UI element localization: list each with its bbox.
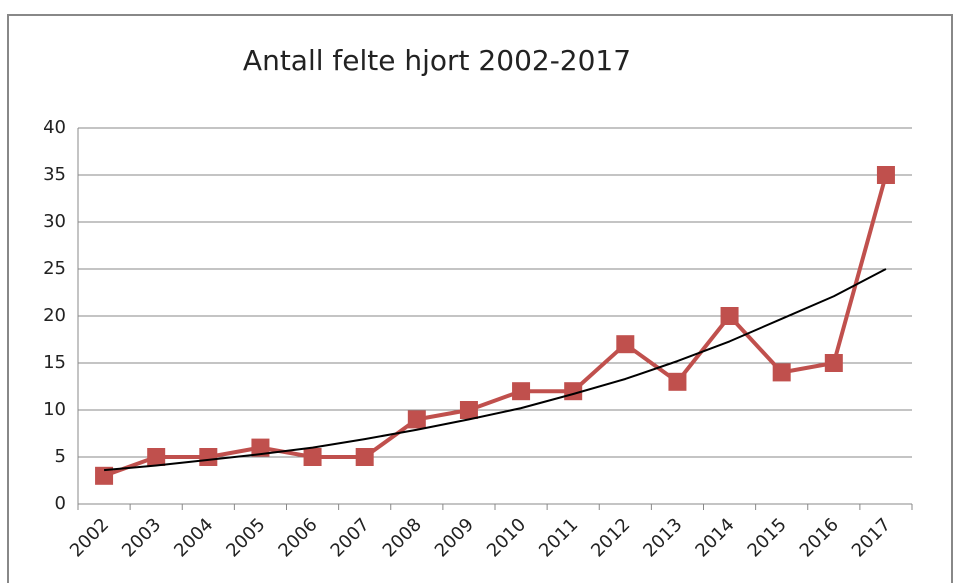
marker <box>824 354 843 372</box>
marker <box>407 410 426 429</box>
y-tick-label: 40 <box>43 117 66 138</box>
marker <box>199 448 218 466</box>
marker <box>95 466 114 485</box>
marker <box>772 363 791 382</box>
y-tick-label: 0 <box>55 493 66 514</box>
marker <box>355 448 374 466</box>
marker <box>459 401 478 419</box>
marker <box>303 448 322 466</box>
chart-title: Antall felte hjort 2002-2017 <box>243 44 631 77</box>
y-tick-label: 5 <box>55 446 66 467</box>
chart-border <box>7 14 953 583</box>
trendline <box>103 268 887 472</box>
y-tick-label: 35 <box>43 164 66 185</box>
marker <box>668 372 687 391</box>
y-tick-label: 30 <box>43 211 66 232</box>
y-tick-label: 15 <box>43 352 66 373</box>
marker <box>876 166 895 184</box>
marker <box>147 448 166 466</box>
series-line <box>103 174 888 478</box>
marker <box>512 382 531 401</box>
y-tick-label: 10 <box>43 399 66 420</box>
marker <box>616 335 635 354</box>
marker <box>720 307 739 325</box>
y-tick-label: 25 <box>43 258 66 279</box>
marker <box>251 438 270 457</box>
y-tick-label: 20 <box>43 305 66 326</box>
